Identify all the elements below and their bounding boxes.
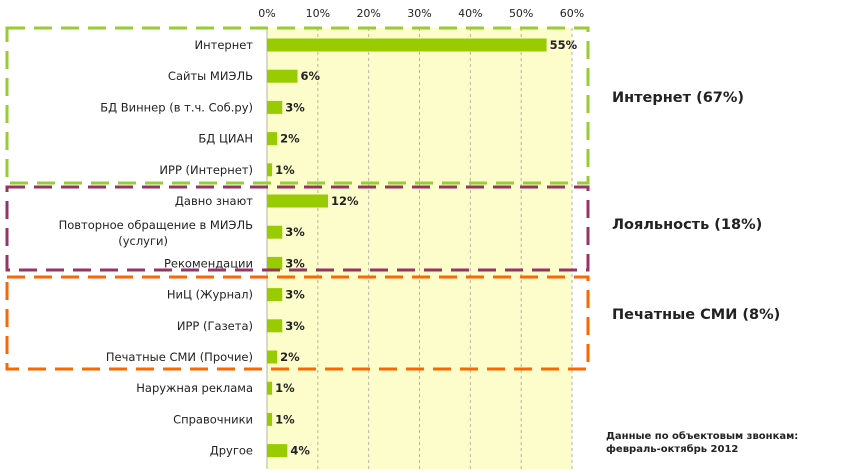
category-label: ИРР (Газета) [177, 319, 253, 333]
bar [267, 194, 328, 208]
bar [267, 412, 273, 426]
data-label: 1% [275, 163, 295, 177]
bar [267, 100, 283, 114]
x-axis-ticks: 0% 10% 20% 30% 40% 50% 60% [258, 7, 584, 20]
category-label: Справочники [173, 412, 253, 426]
data-label: 4% [290, 444, 310, 458]
bar [267, 225, 283, 239]
data-label: 2% [280, 350, 300, 364]
bar [267, 69, 298, 83]
bar [267, 288, 283, 302]
bar [267, 163, 273, 177]
category-label: БД Виннер (в т.ч. Соб.ру) [100, 100, 253, 114]
value-labels: 55% 6% 3% 2% 1% 12% 3% 3% 3% 3% 2% 1% 1% 4% [275, 38, 578, 458]
category-label: Рекомендации [164, 256, 253, 270]
x-tick-label: 20% [356, 7, 380, 20]
data-label: 12% [331, 194, 359, 208]
group-box [5, 26, 590, 185]
bar [267, 444, 288, 458]
data-label: 3% [285, 225, 305, 239]
x-tick-label: 0% [258, 7, 275, 20]
category-label: Интернет [195, 38, 254, 52]
data-label: 1% [275, 381, 295, 395]
category-label: Печатные СМИ (Прочие) [106, 350, 253, 364]
bar [267, 256, 283, 270]
bar [267, 350, 278, 364]
data-label: 2% [280, 132, 300, 146]
category-label: Повторное обращение в МИЭЛЬ [59, 218, 254, 232]
category-label: БД ЦИАН [198, 132, 253, 146]
bar [267, 38, 547, 52]
category-label: Наружная реклама [136, 381, 253, 395]
category-label: НиЦ (Журнал) [167, 288, 253, 302]
group-label: Печатные СМИ (8%) [612, 307, 780, 323]
category-label: Сайты МИЭЛЬ [168, 69, 253, 83]
bars [267, 38, 547, 458]
group-box [5, 185, 590, 272]
x-tick-label: 10% [306, 7, 330, 20]
bar [267, 132, 278, 146]
footnote: Данные по объектовым звонкам: февраль-ок… [606, 431, 799, 455]
x-tick-label: 30% [407, 7, 431, 20]
category-label: ИРР (Интернет) [159, 163, 253, 177]
category-labels: Интернет Сайты МИЭЛЬ БД Виннер (в т.ч. Соб… [59, 38, 254, 458]
data-label: 3% [285, 256, 305, 270]
group-label: Лояльность (18%) [612, 217, 762, 233]
x-tick-label: 50% [509, 7, 533, 20]
bar [267, 319, 283, 333]
x-tick-label: 40% [458, 7, 482, 20]
data-label: 3% [285, 319, 305, 333]
data-label: 3% [285, 100, 305, 114]
category-label: Другое [210, 444, 253, 458]
x-tick-label: 60% [560, 7, 584, 20]
group-label: Интернет (67%) [612, 90, 744, 106]
data-label: 55% [550, 38, 578, 52]
bar [267, 381, 273, 395]
group-boxes: Интернет (67%) Лояльность (18%) Печатные С… [5, 26, 780, 371]
data-label: 1% [275, 412, 295, 426]
category-label: (услуги) [118, 234, 168, 248]
category-label: Давно знают [175, 194, 253, 208]
data-label: 6% [301, 69, 321, 83]
data-label: 3% [285, 288, 305, 302]
group-box [5, 275, 590, 371]
